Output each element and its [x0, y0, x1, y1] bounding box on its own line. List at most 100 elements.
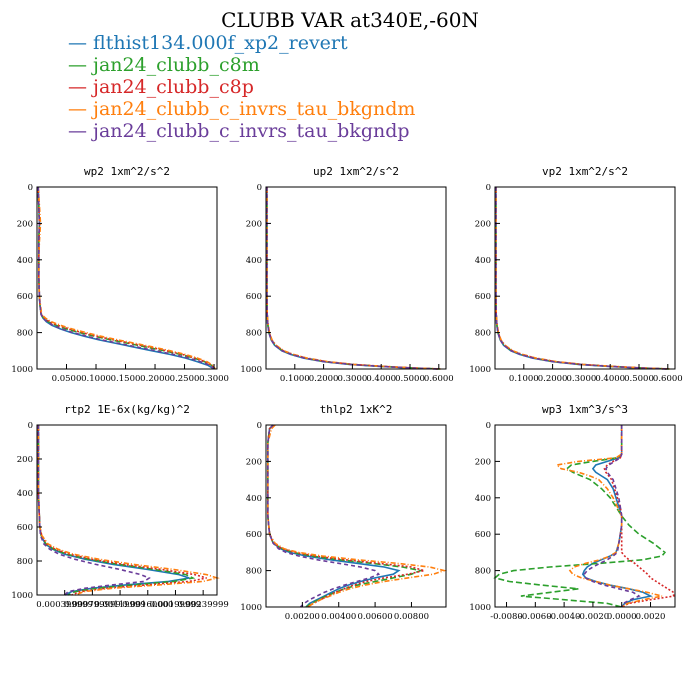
y-tick-label: 600: [246, 292, 262, 302]
series-line: [266, 187, 439, 370]
series-line: [495, 187, 669, 370]
x-tick-label: 0.5000: [395, 374, 425, 384]
x-tick-label: 0.3000: [199, 374, 229, 384]
series-line: [583, 425, 641, 608]
subplot: wp3 1xm^3/s^302004006008001000-0.0080-0.…: [469, 403, 676, 622]
legend-label: jan24_clubb_c8m: [93, 54, 260, 76]
x-tick-label: 0.4000: [595, 374, 625, 384]
subplot: thlp2 1xK^2 0 200 400 600 800 1000 0.00200 0.004…: [240, 403, 448, 622]
subplot-title: vp2 1xm^2/s^2: [542, 165, 628, 178]
x-tick-label: 0.5000: [624, 374, 654, 384]
y-tick-label: 800: [246, 567, 262, 577]
x-tick-label: -0.0080: [490, 612, 523, 622]
legend-item: — jan24_clubb_c_invrs_tau_bkgndp: [68, 120, 415, 142]
figure-title: CLUBB VAR at340E,-60N: [221, 8, 479, 32]
series-line: [267, 424, 448, 608]
legend-label: jan24_clubb_c_invrs_tau_bkgndp: [93, 120, 410, 142]
x-tick-label: 0.00239999: [177, 600, 228, 610]
x-tick-label: 0.00600: [358, 612, 393, 622]
plot-frame: [265, 186, 447, 370]
x-tick-label: 0.1000: [280, 374, 310, 384]
series-line: [603, 425, 675, 608]
subplot: up2 1xm^2/s^2 0 200 400 600 800 1000 0.1000 0.20…: [240, 165, 453, 384]
x-tick-label: 0.00200: [285, 612, 320, 622]
y-tick-label: 600: [17, 523, 33, 533]
x-tick-label: 0.00119999: [94, 600, 145, 610]
plot-frame: [36, 424, 218, 596]
series-line: [495, 187, 670, 370]
series-line: [495, 187, 671, 370]
legend-label: flthist134.000f_xp2_revert: [93, 32, 348, 54]
x-tick-label: 0.6000: [424, 374, 454, 384]
y-tick-label: 0: [28, 421, 33, 431]
series-line: [555, 425, 663, 608]
subplot: rtp2 1E-6x(kg/kg)^2020040060080010000.00…: [11, 403, 228, 610]
y-tick-label: 600: [475, 530, 491, 540]
x-tick-label: 0.000799999: [64, 600, 121, 610]
series-line: [581, 425, 653, 608]
y-tick-label: 600: [17, 292, 33, 302]
y-tick-label: 400: [246, 494, 262, 504]
series-line: [266, 187, 442, 370]
series-line: [37, 425, 220, 596]
x-tick-label: 0.1500: [111, 374, 141, 384]
plot-frame: [265, 424, 447, 608]
x-tick-label: 0.3000: [338, 374, 368, 384]
y-tick-label: 800: [17, 557, 33, 567]
y-tick-label: 200: [246, 457, 262, 467]
legend-swatch: —: [68, 120, 94, 142]
y-tick-label: 200: [17, 455, 33, 465]
y-tick-label: 0: [257, 421, 262, 431]
legend-swatch: —: [68, 76, 94, 98]
series-line: [267, 424, 425, 608]
x-tick-label: 0.2500: [170, 374, 200, 384]
plot-frame: [494, 186, 676, 370]
y-tick-label: 800: [475, 567, 491, 577]
y-tick-label: 800: [475, 329, 491, 339]
x-tick-label: 0.0020: [636, 612, 666, 622]
subplot-title: up2 1xm^2/s^2: [313, 165, 399, 178]
y-tick-label: 1000: [469, 365, 491, 375]
subplot-title: rtp2 1E-6x(kg/kg)^2: [64, 403, 190, 416]
series-line: [37, 186, 216, 370]
legend-label: jan24_clubb_c8p: [93, 76, 254, 98]
y-tick-label: 400: [17, 256, 33, 266]
y-tick-label: 0: [28, 183, 33, 193]
y-tick-label: 200: [246, 219, 262, 229]
x-tick-label: -0.0040: [548, 612, 581, 622]
y-tick-label: 200: [475, 219, 491, 229]
y-tick-label: 1000: [240, 603, 262, 613]
x-tick-label: 0.0000: [607, 612, 637, 622]
x-tick-label: 0.3000: [567, 374, 597, 384]
x-tick-label: 0.00199999: [150, 600, 201, 610]
y-tick-label: 600: [246, 530, 262, 540]
subplot-title: wp3 1xm^3/s^3: [542, 403, 628, 416]
plot-frame: [494, 424, 676, 608]
series-line: [266, 187, 441, 370]
series-line: [495, 187, 670, 370]
series-line: [495, 187, 668, 370]
y-tick-label: 0: [257, 183, 262, 193]
legend-item: — flthist134.000f_xp2_revert: [68, 32, 415, 54]
legend-label: jan24_clubb_c_invrs_tau_bkgndm: [93, 98, 416, 120]
subplot-title: wp2 1xm^2/s^2: [84, 165, 170, 178]
x-tick-label: 0.4000: [366, 374, 396, 384]
legend-swatch: —: [68, 98, 94, 120]
y-tick-label: 400: [475, 256, 491, 266]
x-tick-label: 0.1000: [509, 374, 539, 384]
x-tick-label: 0.00800: [394, 612, 429, 622]
y-tick-label: 1000: [469, 603, 491, 613]
series-line: [493, 425, 667, 608]
y-tick-label: 200: [475, 457, 491, 467]
legend: — flthist134.000f_xp2_revert — jan24_clu…: [68, 32, 415, 142]
y-tick-label: 1000: [240, 365, 262, 375]
series-line: [37, 186, 216, 370]
x-tick-label: 0.1000: [81, 374, 111, 384]
x-tick-label: 0.2000: [140, 374, 170, 384]
subplot: vp2 1xm^2/s^2 0 200 400 600 800 1000 0.1000 0.20…: [469, 165, 682, 384]
x-tick-label: 0.0500: [52, 374, 82, 384]
x-tick-label: 0.00400: [321, 612, 356, 622]
x-tick-label: -0.0060: [519, 612, 552, 622]
y-tick-label: 400: [475, 494, 491, 504]
